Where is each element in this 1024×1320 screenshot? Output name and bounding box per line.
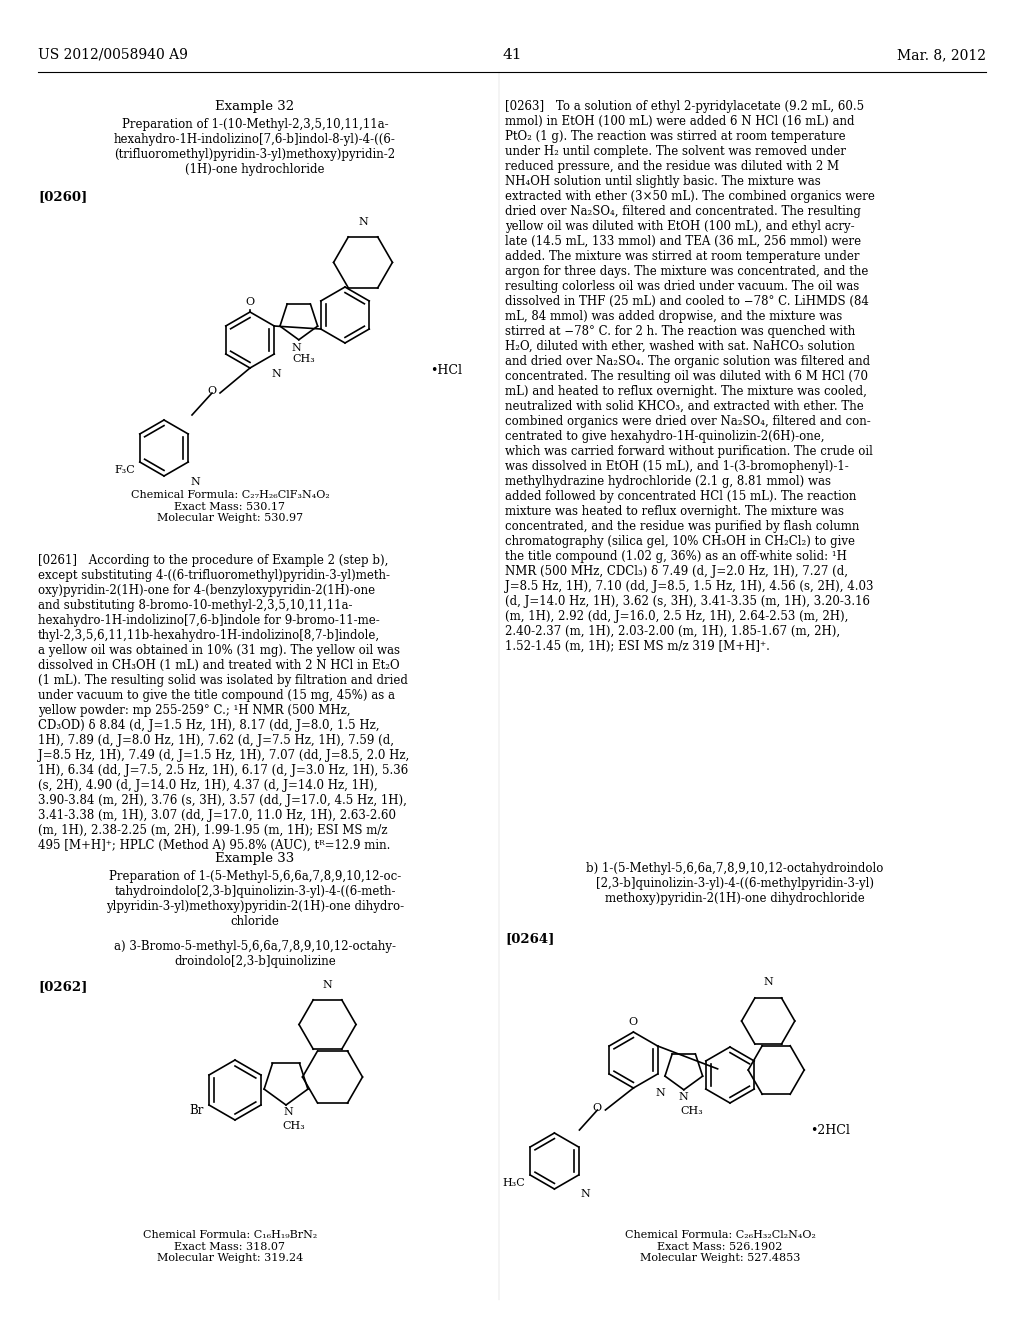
Text: N: N <box>679 1092 689 1102</box>
Text: CH₃: CH₃ <box>283 1121 305 1131</box>
Text: 41: 41 <box>502 48 522 62</box>
Text: Mar. 8, 2012: Mar. 8, 2012 <box>897 48 986 62</box>
Text: [0260]: [0260] <box>38 190 87 203</box>
Text: [0261] According to the procedure of Example 2 (step b),
except substituting 4-(: [0261] According to the procedure of Exa… <box>38 554 410 851</box>
Text: a) 3-Bromo-5-methyl-5,6,6a,7,8,9,10,12-octahy-
droindolo[2,3-b]quinolizine: a) 3-Bromo-5-methyl-5,6,6a,7,8,9,10,12-o… <box>114 940 396 968</box>
Text: N: N <box>283 1107 293 1117</box>
Text: O: O <box>592 1104 601 1113</box>
Text: Chemical Formula: C₂₆H₃₂Cl₂N₄O₂
Exact Mass: 526.1902
Molecular Weight: 527.4853: Chemical Formula: C₂₆H₃₂Cl₂N₄O₂ Exact Ma… <box>625 1230 815 1263</box>
Text: N: N <box>655 1088 666 1098</box>
Text: b) 1-(5-Methyl-5,6,6a,7,8,9,10,12-octahydroindolo
[2,3-b]quinolizin-3-yl)-4-((6-: b) 1-(5-Methyl-5,6,6a,7,8,9,10,12-octahy… <box>587 862 884 906</box>
Text: US 2012/0058940 A9: US 2012/0058940 A9 <box>38 48 187 62</box>
Text: H₃C: H₃C <box>503 1177 525 1188</box>
Text: N: N <box>581 1189 591 1199</box>
Text: O: O <box>629 1016 638 1027</box>
Text: F₃C: F₃C <box>114 465 135 475</box>
Text: [0263] To a solution of ethyl 2-pyridylacetate (9.2 mL, 60.5
mmol) in EtOH (100 : [0263] To a solution of ethyl 2-pyridyla… <box>505 100 874 653</box>
Text: •2HCl: •2HCl <box>810 1123 850 1137</box>
Text: •HCl: •HCl <box>430 363 462 376</box>
Text: Example 33: Example 33 <box>215 851 295 865</box>
Text: Example 32: Example 32 <box>215 100 295 114</box>
Text: O: O <box>246 297 255 308</box>
Text: N: N <box>323 979 333 990</box>
Text: N: N <box>763 977 773 987</box>
Text: N: N <box>358 216 368 227</box>
Text: Chemical Formula: C₂₇H₂₆ClF₃N₄O₂
Exact Mass: 530.17
Molecular Weight: 530.97: Chemical Formula: C₂₇H₂₆ClF₃N₄O₂ Exact M… <box>131 490 330 523</box>
Text: O: O <box>207 385 216 396</box>
Text: [0262]: [0262] <box>38 979 87 993</box>
Text: N: N <box>271 370 282 379</box>
Text: N: N <box>190 477 200 487</box>
Text: CH₃: CH₃ <box>293 354 315 364</box>
Text: N: N <box>292 343 302 352</box>
Text: Chemical Formula: C₁₆H₁₉BrN₂
Exact Mass: 318.07
Molecular Weight: 319.24: Chemical Formula: C₁₆H₁₉BrN₂ Exact Mass:… <box>143 1230 317 1263</box>
Text: Preparation of 1-(10-Methyl-2,3,5,10,11,11a-
hexahydro-1H-indolizino[7,6-b]indol: Preparation of 1-(10-Methyl-2,3,5,10,11,… <box>114 117 396 176</box>
Text: CH₃: CH₃ <box>680 1106 703 1115</box>
Text: Preparation of 1-(5-Methyl-5,6,6a,7,8,9,10,12-oc-
tahydroindolo[2,3-b]quinolizin: Preparation of 1-(5-Methyl-5,6,6a,7,8,9,… <box>105 870 404 928</box>
Text: Br: Br <box>189 1105 204 1118</box>
Text: [0264]: [0264] <box>505 932 554 945</box>
